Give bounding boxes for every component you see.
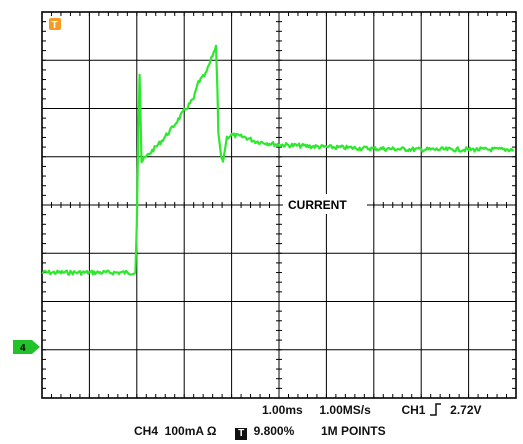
- trigger-level: 2.72V: [450, 403, 482, 417]
- trigger-position-icon: T: [235, 428, 248, 440]
- graticule: [41, 11, 517, 399]
- record-length: 1M POINTS: [320, 424, 386, 438]
- rising-edge-icon: [429, 403, 447, 419]
- trace-label: CURRENT: [283, 194, 367, 214]
- trigger-marker-label: T: [52, 20, 58, 31]
- trigger-marker[interactable]: T: [49, 18, 61, 31]
- timebase-value: 1.00ms: [262, 403, 303, 417]
- timebase-status: 1.00ms 1.00MS/s CH1 2.72V: [262, 403, 482, 419]
- current-label: CURRENT: [288, 198, 347, 212]
- sample-rate-value: 1.00MS/s: [319, 403, 371, 417]
- trigger-source: CH1: [401, 403, 426, 417]
- current-waveform: [41, 44, 515, 276]
- channel-4-marker-label: 4: [20, 343, 26, 354]
- channel-status: CH4 100mA Ω T 9.800% 1M POINTS: [134, 424, 386, 440]
- channel-4-marker[interactable]: 4: [13, 340, 40, 354]
- trigger-position: 9.800%: [253, 424, 295, 438]
- channel-setting: CH4 100mA Ω: [134, 424, 217, 438]
